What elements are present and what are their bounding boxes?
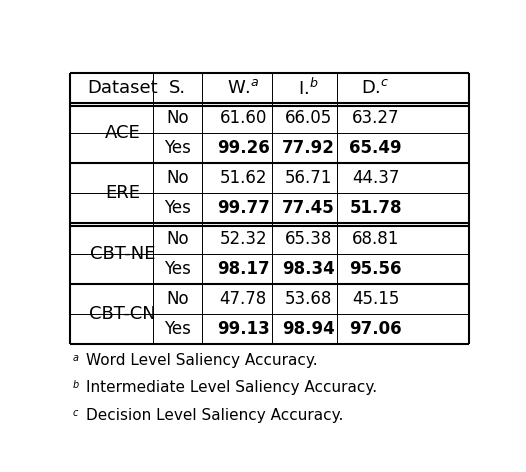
Text: 53.68: 53.68: [285, 290, 332, 308]
Text: 47.78: 47.78: [219, 290, 267, 308]
Text: $^{a}$: $^{a}$: [72, 353, 79, 367]
Text: $^{c}$: $^{c}$: [72, 408, 79, 421]
Text: Dataset: Dataset: [87, 79, 158, 97]
Text: 98.34: 98.34: [282, 260, 335, 278]
Text: Yes: Yes: [165, 260, 191, 278]
Text: No: No: [167, 169, 189, 187]
Text: 51.62: 51.62: [219, 169, 267, 187]
Text: 51.78: 51.78: [349, 199, 402, 218]
Text: 66.05: 66.05: [285, 109, 332, 127]
Text: D.$^{c}$: D.$^{c}$: [361, 79, 390, 97]
Text: I.$^{b}$: I.$^{b}$: [298, 77, 319, 99]
Text: Intermediate Level Saliency Accuracy.: Intermediate Level Saliency Accuracy.: [86, 380, 377, 396]
Text: 68.81: 68.81: [352, 229, 399, 247]
Text: W.$^{a}$: W.$^{a}$: [227, 79, 259, 97]
Text: 99.13: 99.13: [217, 320, 269, 338]
Text: CBT-CN: CBT-CN: [89, 305, 156, 323]
Text: 99.77: 99.77: [217, 199, 269, 218]
Text: 97.06: 97.06: [349, 320, 402, 338]
Text: No: No: [167, 290, 189, 308]
Text: 44.37: 44.37: [352, 169, 399, 187]
Text: No: No: [167, 109, 189, 127]
Text: No: No: [167, 229, 189, 247]
Text: 98.17: 98.17: [217, 260, 269, 278]
Text: 95.56: 95.56: [349, 260, 402, 278]
Text: 98.94: 98.94: [282, 320, 335, 338]
Text: Yes: Yes: [165, 199, 191, 218]
Text: S.: S.: [169, 79, 186, 97]
Text: 77.92: 77.92: [282, 139, 335, 157]
Text: 65.38: 65.38: [285, 229, 332, 247]
Text: 56.71: 56.71: [285, 169, 332, 187]
Text: 99.26: 99.26: [217, 139, 269, 157]
Text: CBT-NE: CBT-NE: [90, 244, 156, 262]
Text: 65.49: 65.49: [349, 139, 402, 157]
Text: ERE: ERE: [105, 184, 140, 202]
Text: 63.27: 63.27: [352, 109, 399, 127]
Text: $^{b}$: $^{b}$: [72, 380, 80, 395]
Text: Word Level Saliency Accuracy.: Word Level Saliency Accuracy.: [86, 353, 318, 368]
Text: 77.45: 77.45: [282, 199, 335, 218]
Text: Yes: Yes: [165, 320, 191, 338]
Text: 52.32: 52.32: [219, 229, 267, 247]
Text: Decision Level Saliency Accuracy.: Decision Level Saliency Accuracy.: [86, 408, 343, 423]
Text: 45.15: 45.15: [352, 290, 399, 308]
Text: ACE: ACE: [105, 124, 140, 142]
Text: Yes: Yes: [165, 139, 191, 157]
Text: 61.60: 61.60: [219, 109, 267, 127]
